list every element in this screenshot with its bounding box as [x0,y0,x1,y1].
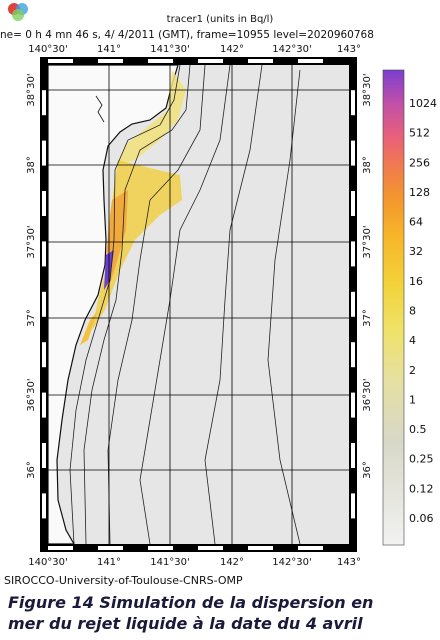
logo [8,3,28,21]
check [351,493,355,519]
check [42,241,46,267]
check [351,291,355,317]
colorbar-label: 0.25 [409,453,434,466]
check [351,443,355,468]
check [42,291,46,317]
colorbar-labels: 1024 512 256 128 64 32 16 8 4 2 1 0.5 0.25 0.12 0.06 [409,97,437,525]
check [198,59,223,63]
check [198,546,223,550]
colorbar-label: 64 [409,216,423,229]
colorbar-label: 2 [409,364,416,377]
colorbar-label: 0.5 [409,423,427,436]
check [48,546,73,550]
check [351,191,355,216]
lat-label: 36° [26,461,37,479]
check [351,392,355,418]
caption: Figure 14 Simulation de la dispersion en [8,593,373,612]
lon-label: 140°30' [28,44,68,55]
colorbar-label: 1024 [409,97,437,110]
check [351,241,355,267]
check [42,342,46,368]
check [298,546,323,550]
lon-label: 141°30' [150,44,190,55]
colorbar-label: 256 [409,156,430,169]
check [42,191,46,216]
lon-label: 143° [337,44,361,55]
isobaths [69,65,301,544]
check [248,59,273,63]
lat-label: 38°30' [26,73,37,106]
check [298,59,323,63]
title: tracer1 (units in Bq/l) [167,14,274,25]
plume [80,310,98,345]
lat-label: 36°30' [26,378,37,411]
colorbar-label: 0.12 [409,482,434,495]
colorbar-label: 512 [409,127,430,140]
subtitle: ne= 0 h 4 mn 46 s, 4/ 4/2011 (GMT), fram… [0,29,374,41]
check [42,90,46,116]
lon-label: 141° [97,44,121,55]
check [42,392,46,418]
lon-label: 141°30' [150,557,190,568]
lon-label: 143° [337,557,361,568]
lat-label: 38° [362,156,373,174]
lat-label: 36° [362,461,373,479]
colorbar-label: 16 [409,275,423,288]
colorbar-label: 4 [409,334,416,347]
lat-label: 37° [362,309,373,327]
lat-label: 37°30' [26,225,37,258]
colorbar-label: 0.06 [409,512,434,525]
lat-label: 37° [26,309,37,327]
colorbar-label: 32 [409,245,423,258]
colorbar [382,69,405,546]
lon-label: 140°30' [28,557,68,568]
check [148,59,173,63]
check [48,59,73,63]
graticule: 140°30' 140°30' 141° 141° 141°30' 141°30' 142°… [26,44,373,568]
lon-label: 142° [220,44,244,55]
colorbar-label: 128 [409,186,430,199]
colorbar-label: 8 [409,305,416,318]
lat-label: 38° [26,156,37,174]
colorbar-label: 1 [409,393,416,406]
lon-label: 141° [97,557,121,568]
border-checks [42,59,355,550]
lat-label: 36°30' [362,378,373,411]
check [351,342,355,368]
land [48,65,179,544]
check [351,90,355,116]
check [148,546,173,550]
caption: mer du rejet liquide à la date du 4 avri… [8,614,363,633]
lon-label: 142° [220,557,244,568]
footer: SIROCCO-University-of-Toulouse-CNRS-OMP [4,574,243,587]
lat-label: 37°30' [362,225,373,258]
check [98,546,123,550]
plume [118,70,186,165]
check [351,140,355,166]
lon-label: 142°30' [272,557,312,568]
lat-label: 38°30' [362,73,373,106]
check [42,443,46,468]
check [42,493,46,519]
check [248,546,273,550]
check [98,59,123,63]
coast-detail [95,95,105,123]
check [42,140,46,166]
lon-label: 142°30' [272,44,312,55]
